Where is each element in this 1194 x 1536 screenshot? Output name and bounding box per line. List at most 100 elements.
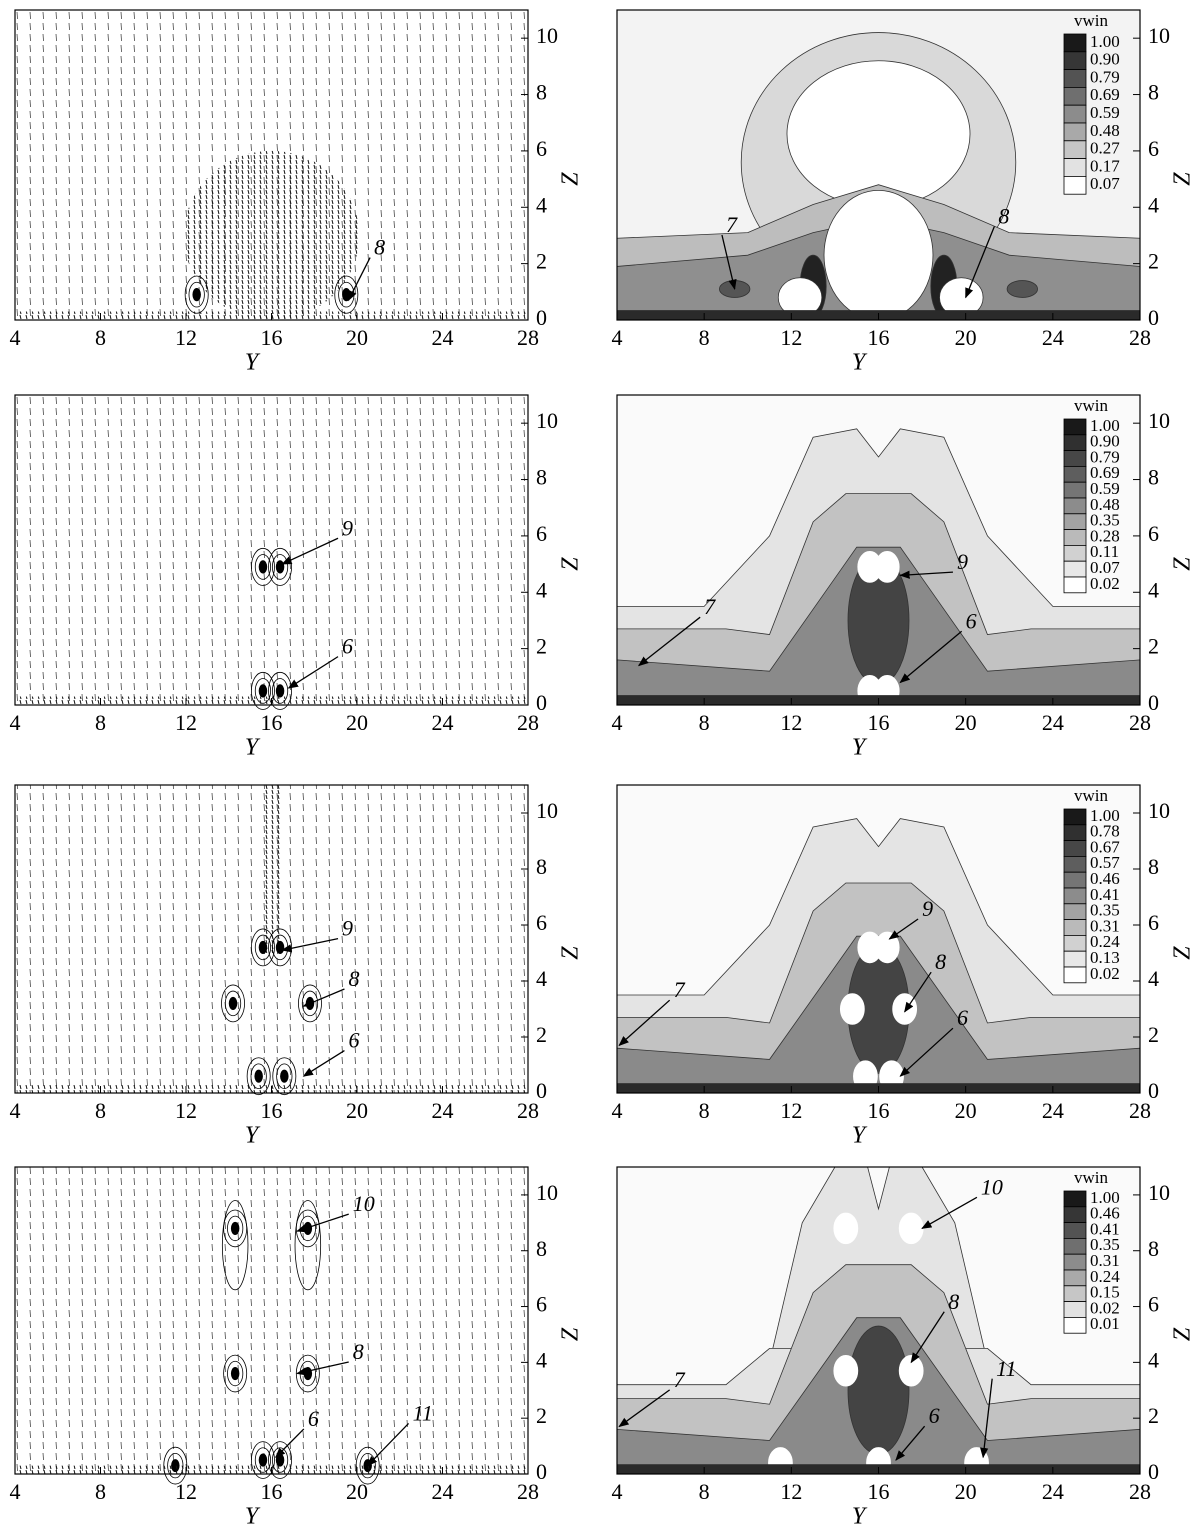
contour-region (847, 1325, 910, 1455)
colorbar-swatch (1063, 122, 1087, 142)
vortex (898, 1354, 924, 1387)
colorbar-swatch (1063, 966, 1087, 984)
y-tick-label: 4 (1148, 577, 1159, 602)
annotation-label: 8 (374, 235, 385, 260)
vortex (254, 554, 272, 580)
colorbar-title: vwin (1074, 396, 1109, 415)
annotation-arrow (281, 937, 339, 953)
colorbar-swatch (1063, 871, 1087, 889)
y-tick-label: 4 (1148, 1347, 1159, 1372)
annotation-label: 8 (353, 1339, 364, 1364)
x-tick-label: 4 (10, 1098, 21, 1123)
x-tick-label: 12 (175, 325, 197, 350)
colorbar-title: vwin (1074, 11, 1109, 30)
x-tick-label: 20 (346, 1479, 368, 1504)
vortex (275, 560, 285, 574)
colorbar-swatch (1063, 513, 1087, 530)
y-tick-label: 10 (1148, 23, 1170, 48)
y-tick-label: 2 (536, 634, 547, 659)
annotation-arrow (618, 999, 671, 1047)
colorbar-swatch (1063, 856, 1087, 873)
x-axis-label: Y (852, 735, 868, 761)
y-tick-label: 2 (1148, 1022, 1159, 1047)
annotation-arrow (296, 1213, 349, 1233)
colorbar-swatch (1063, 1317, 1087, 1334)
vortex (192, 288, 201, 302)
x-tick-label: 8 (699, 710, 710, 735)
annotation-arrow (921, 1196, 978, 1229)
x-tick-label: 28 (517, 1479, 539, 1504)
colorbar-label: 0.67 (1090, 837, 1120, 856)
x-tick-label: 28 (517, 325, 539, 350)
vortex (898, 1212, 924, 1245)
colorbar-swatch (1063, 140, 1087, 160)
x-tick-label: 24 (1042, 1479, 1064, 1504)
x-tick-label: 4 (612, 1098, 623, 1123)
colorbar-swatch (1063, 1269, 1087, 1287)
vortex (833, 1354, 859, 1387)
contour-region (823, 189, 934, 321)
colorbar-swatch (1063, 1285, 1087, 1303)
vortex (272, 1057, 297, 1096)
x-tick-label: 8 (699, 1098, 710, 1123)
vortex (258, 940, 268, 954)
x-tick-label: 12 (780, 710, 802, 735)
y-tick-label: 10 (536, 408, 558, 433)
annotation-arrow (618, 1389, 671, 1428)
colorbar-label: 0.78 (1090, 822, 1120, 841)
y-tick-label: 8 (536, 1236, 547, 1261)
vector-dense (183, 150, 360, 320)
annotation-label: 6 (929, 1403, 940, 1428)
vortex (230, 1221, 240, 1235)
y-tick-label: 0 (536, 1078, 547, 1103)
colorbar-swatch (1063, 33, 1087, 53)
vortex (294, 1200, 322, 1291)
vortex (221, 984, 245, 1023)
colorbar-swatch (1063, 903, 1087, 920)
y-tick-label: 0 (1148, 690, 1159, 715)
colorbar-label: 0.01 (1090, 1314, 1120, 1333)
annotation-label: 9 (957, 549, 968, 574)
x-axis-label: Y (852, 1504, 868, 1530)
y-tick-label: 6 (536, 136, 547, 161)
x-axis-label: Y (245, 1504, 261, 1530)
y-tick-label: 8 (536, 465, 547, 490)
colorbar-swatch (1063, 1190, 1087, 1208)
y-tick-label: 2 (1148, 634, 1159, 659)
annotation-label: 7 (674, 977, 686, 1002)
colorbar-swatch (1063, 175, 1087, 195)
vortex (188, 281, 205, 308)
y-tick-label: 8 (1148, 465, 1159, 490)
x-axis-label: Y (245, 350, 261, 376)
x-tick-label: 8 (95, 325, 106, 350)
y-tick-label: 4 (1148, 192, 1159, 217)
vortex (275, 940, 285, 954)
x-tick-label: 4 (10, 1479, 21, 1504)
colorbar-label: 0.46 (1090, 1204, 1120, 1223)
colorbar-label: 0.28 (1090, 526, 1120, 545)
vortex (251, 928, 275, 967)
colorbar-swatch (1063, 887, 1087, 905)
y-tick-label: 10 (1148, 1180, 1170, 1205)
x-tick-label: 16 (868, 1479, 890, 1504)
vortex (246, 1057, 271, 1096)
colorbar-label: 0.59 (1090, 103, 1120, 122)
annotation-label: 8 (948, 1289, 959, 1314)
colorbar-swatch (1063, 919, 1087, 936)
vortex (251, 1441, 275, 1479)
colorbar-label: 0.46 (1090, 869, 1120, 888)
y-tick-label: 2 (1148, 1403, 1159, 1428)
y-tick-label: 6 (1148, 1292, 1159, 1317)
y-axis-label: Z (1170, 946, 1194, 960)
annotation-arrow (302, 988, 345, 1007)
colorbar-label: 0.90 (1090, 432, 1120, 451)
vortex (839, 993, 865, 1025)
x-tick-label: 8 (95, 1479, 106, 1504)
annotation-arrow (366, 1422, 410, 1467)
x-tick-label: 4 (612, 710, 623, 735)
x-tick-label: 4 (10, 325, 21, 350)
y-tick-label: 6 (1148, 521, 1159, 546)
colorbar-swatch (1063, 69, 1087, 88)
annotation-label: 6 (308, 1406, 319, 1431)
vortex (223, 1209, 248, 1248)
